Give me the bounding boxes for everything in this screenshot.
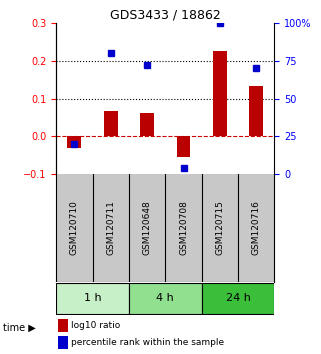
Bar [202, 283, 274, 314]
Text: GSM120710: GSM120710 [70, 200, 79, 255]
Bar [140, 113, 154, 136]
Text: percentile rank within the sample: percentile rank within the sample [72, 338, 225, 347]
Text: GSM120648: GSM120648 [143, 201, 152, 255]
Text: 4 h: 4 h [156, 293, 174, 303]
Bar [129, 283, 202, 314]
Bar [56, 283, 129, 314]
Text: 1 h: 1 h [84, 293, 101, 303]
Bar [213, 51, 227, 136]
Bar [58, 319, 68, 332]
Text: 24 h: 24 h [226, 293, 250, 303]
Text: GSM120716: GSM120716 [252, 200, 261, 255]
Bar [177, 136, 190, 157]
Bar [67, 136, 81, 148]
Bar [249, 86, 263, 136]
Text: time ▶: time ▶ [3, 322, 36, 332]
Text: GSM120711: GSM120711 [106, 200, 115, 255]
Text: log10 ratio: log10 ratio [72, 321, 121, 330]
Bar [104, 111, 118, 136]
Text: GSM120708: GSM120708 [179, 200, 188, 255]
Title: GDS3433 / 18862: GDS3433 / 18862 [110, 9, 221, 22]
Text: GSM120715: GSM120715 [215, 200, 224, 255]
Bar [58, 336, 68, 349]
